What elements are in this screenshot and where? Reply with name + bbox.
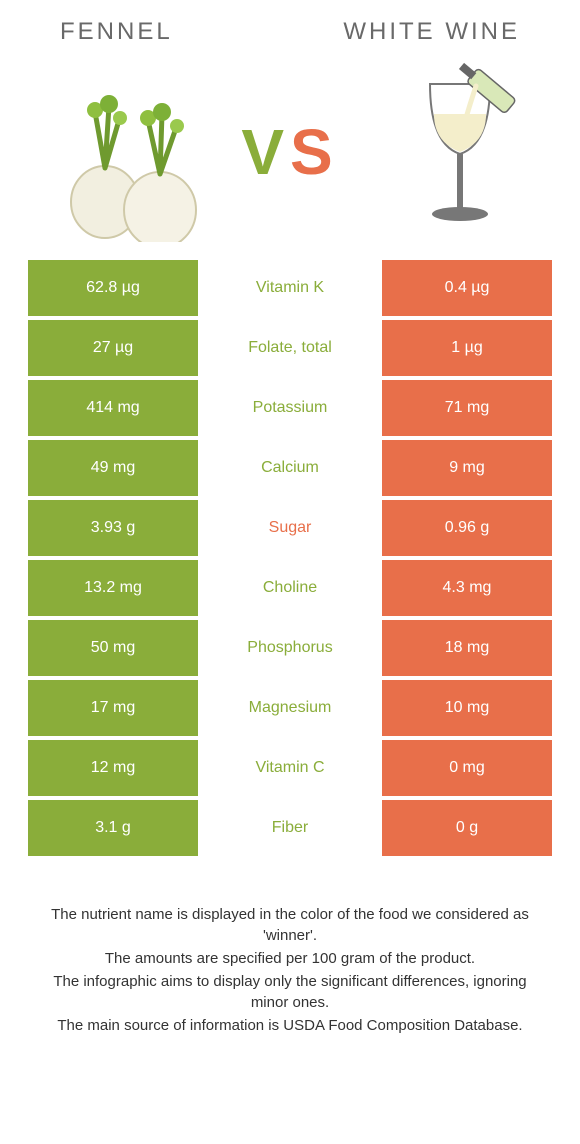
left-value: 3.93 g — [28, 500, 198, 556]
images-row: V S — [0, 52, 580, 260]
right-value: 10 mg — [382, 680, 552, 736]
vs-letter-s: S — [290, 115, 339, 189]
left-value: 49 mg — [28, 440, 198, 496]
table-row: 3.1 gFiber0 g — [28, 800, 552, 856]
table-row: 49 mgCalcium9 mg — [28, 440, 552, 496]
right-value: 0.4 µg — [382, 260, 552, 316]
table-row: 12 mgVitamin C0 mg — [28, 740, 552, 796]
right-value: 0.96 g — [382, 500, 552, 556]
left-value: 17 mg — [28, 680, 198, 736]
left-value: 50 mg — [28, 620, 198, 676]
vs-letter-v: V — [241, 115, 290, 189]
table-row: 17 mgMagnesium10 mg — [28, 680, 552, 736]
nutrient-name: Fiber — [198, 800, 382, 856]
footer-line: The amounts are specified per 100 gram o… — [34, 948, 546, 969]
left-value: 27 µg — [28, 320, 198, 376]
right-value: 0 g — [382, 800, 552, 856]
table-row: 13.2 mgCholine4.3 mg — [28, 560, 552, 616]
table-row: 50 mgPhosphorus18 mg — [28, 620, 552, 676]
table-row: 27 µgFolate, total1 µg — [28, 320, 552, 376]
right-value: 4.3 mg — [382, 560, 552, 616]
nutrient-name: Calcium — [198, 440, 382, 496]
nutrient-name: Phosphorus — [198, 620, 382, 676]
right-value: 1 µg — [382, 320, 552, 376]
left-value: 12 mg — [28, 740, 198, 796]
wine-glass-icon — [350, 62, 550, 242]
table-row: 62.8 µgVitamin K0.4 µg — [28, 260, 552, 316]
footer-line: The nutrient name is displayed in the co… — [34, 904, 546, 946]
nutrient-name: Folate, total — [198, 320, 382, 376]
table-row: 414 mgPotassium71 mg — [28, 380, 552, 436]
footer-notes: The nutrient name is displayed in the co… — [0, 860, 580, 1036]
table-row: 3.93 gSugar0.96 g — [28, 500, 552, 556]
left-food-title: Fennel — [60, 18, 173, 46]
header: Fennel White wine — [0, 0, 580, 52]
right-value: 0 mg — [382, 740, 552, 796]
footer-line: The main source of information is USDA F… — [34, 1015, 546, 1036]
right-value: 9 mg — [382, 440, 552, 496]
fennel-icon — [30, 62, 230, 242]
nutrient-name: Magnesium — [198, 680, 382, 736]
footer-line: The infographic aims to display only the… — [34, 971, 546, 1013]
nutrient-name: Vitamin C — [198, 740, 382, 796]
nutrient-name: Choline — [198, 560, 382, 616]
left-value: 3.1 g — [28, 800, 198, 856]
left-value: 62.8 µg — [28, 260, 198, 316]
right-value: 71 mg — [382, 380, 552, 436]
left-value: 13.2 mg — [28, 560, 198, 616]
right-value: 18 mg — [382, 620, 552, 676]
right-food-title: White wine — [343, 18, 520, 46]
nutrient-name: Sugar — [198, 500, 382, 556]
nutrient-name: Potassium — [198, 380, 382, 436]
vs-label: V S — [241, 115, 338, 189]
comparison-table: 62.8 µgVitamin K0.4 µg27 µgFolate, total… — [0, 260, 580, 856]
left-value: 414 mg — [28, 380, 198, 436]
nutrient-name: Vitamin K — [198, 260, 382, 316]
